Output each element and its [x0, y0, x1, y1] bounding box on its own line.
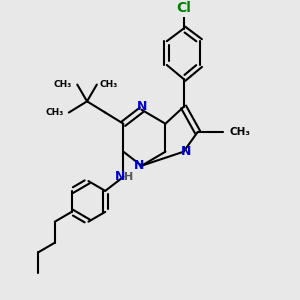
Text: CH₃: CH₃ [46, 108, 64, 117]
Text: N: N [136, 100, 147, 113]
Text: N: N [134, 159, 144, 172]
Text: N: N [181, 145, 192, 158]
Text: Cl: Cl [176, 1, 191, 15]
Text: CH₃: CH₃ [230, 127, 251, 137]
Text: CH₃: CH₃ [100, 80, 118, 89]
Text: H: H [124, 172, 134, 182]
Text: CH₃: CH₃ [54, 80, 72, 89]
Text: N: N [115, 170, 125, 183]
